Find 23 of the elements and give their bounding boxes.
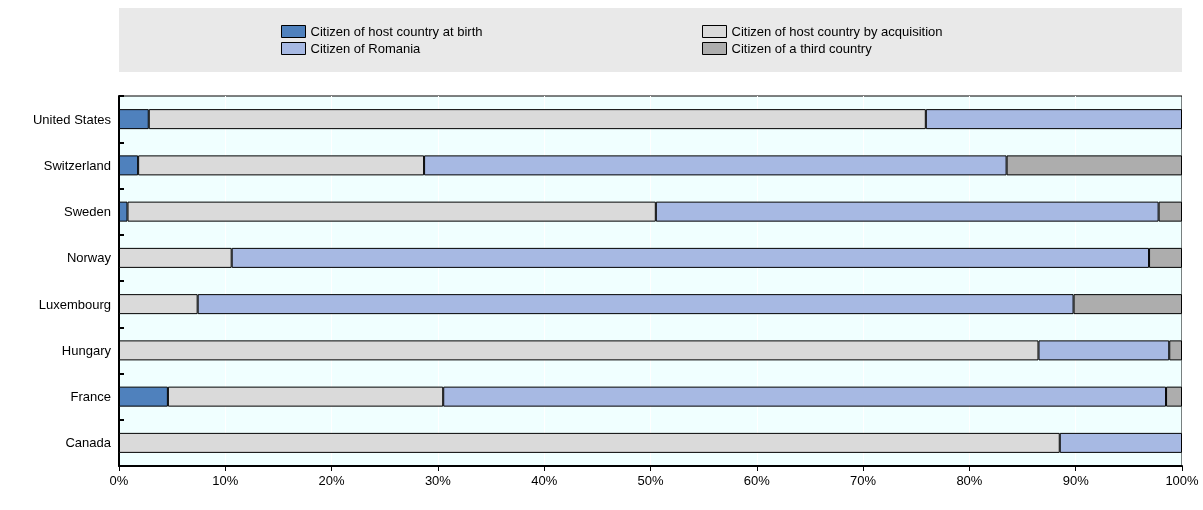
x-tick-label: 50% bbox=[637, 473, 664, 488]
legend-label: Citizen of host country by acquisition bbox=[731, 24, 943, 39]
y-tick-label: Norway bbox=[66, 250, 112, 266]
y-tick-label: Switzerland bbox=[43, 157, 111, 173]
x-tick-label: 90% bbox=[1062, 473, 1090, 488]
y-tick-label: United States bbox=[32, 111, 112, 127]
legend-label: Citizen of a third country bbox=[731, 41, 873, 56]
legend-label: Citizen of host country at birth bbox=[310, 24, 483, 39]
y-tick-label: Sweden bbox=[64, 204, 111, 220]
x-tick-label: 30% bbox=[424, 473, 452, 488]
x-tick-label: 100% bbox=[1165, 473, 1200, 488]
x-tick-label: 40% bbox=[531, 473, 558, 488]
y-tick-label: Luxembourg bbox=[38, 296, 111, 312]
x-tick-label: 60% bbox=[743, 473, 771, 488]
y-tick-label: France bbox=[70, 389, 111, 405]
x-tick-label: 70% bbox=[850, 473, 877, 488]
y-tick-label: Hungary bbox=[61, 342, 112, 358]
x-tick-label: 20% bbox=[318, 473, 346, 488]
x-tick-label: 80% bbox=[956, 473, 983, 488]
legend-label: Citizen of Romania bbox=[310, 41, 422, 56]
x-tick-label: 10% bbox=[212, 473, 239, 488]
x-tick-label: 0% bbox=[109, 473, 129, 488]
y-tick-label: Canada bbox=[65, 435, 112, 451]
